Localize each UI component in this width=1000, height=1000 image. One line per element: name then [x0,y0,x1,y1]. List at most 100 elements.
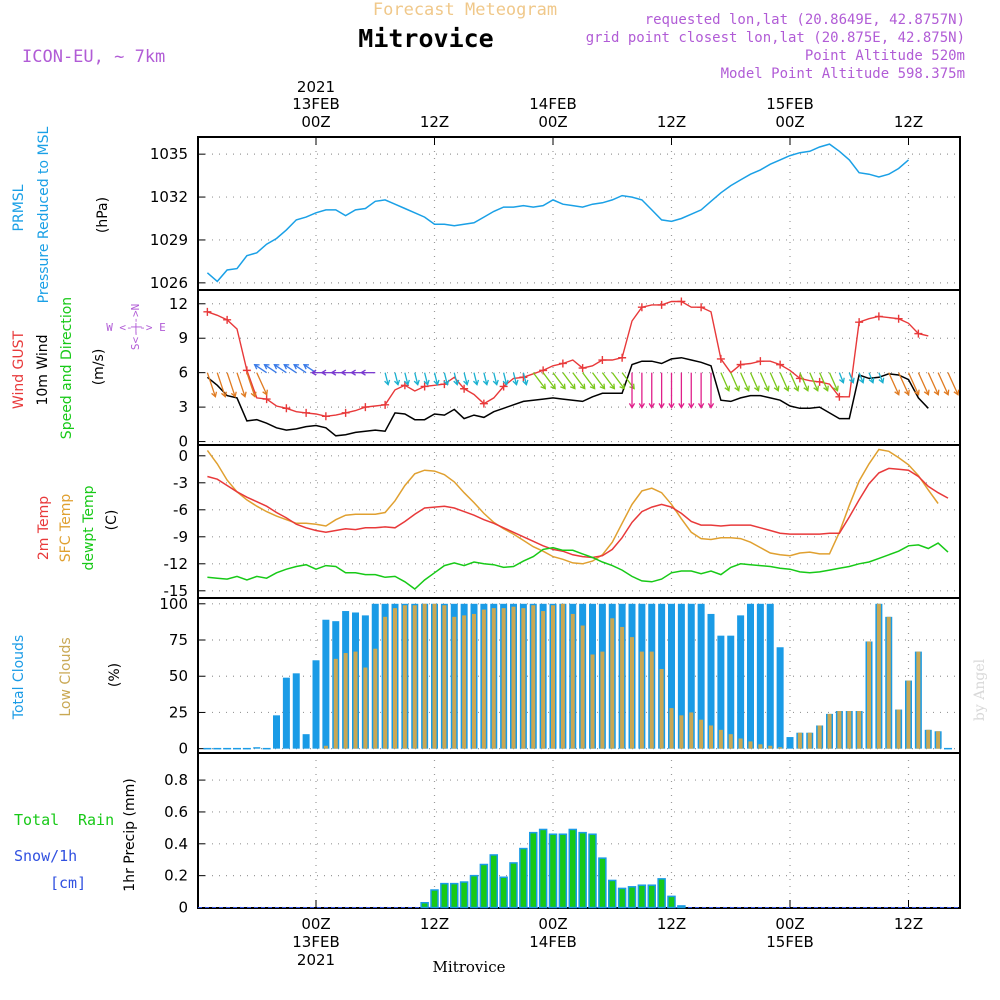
temperature-ytick-label: -15 [164,582,189,600]
low-cloud-bar [807,732,812,749]
wind-arrow-head [648,403,655,409]
wind-arrow [917,372,929,395]
wind-arrow-head [330,369,337,376]
wind-arrow-head [403,379,410,386]
low-cloud-bar [333,658,338,749]
low-cloud-bar [768,745,773,749]
bottom-axis-time: 00Z [538,915,567,933]
wind-arrow [433,372,439,385]
low-cloud-bar [373,648,378,749]
gust-marker [657,300,666,309]
gust-marker [262,395,271,404]
total-cloud-bar [273,715,280,749]
wind-arrow [927,372,939,395]
wind-panel: 0 3 6 9 12 [169,289,961,451]
wind-arrow [848,372,854,383]
temp-unit: (C) [104,510,120,531]
total-cloud-bar [302,734,310,749]
wind-arrow [789,372,799,391]
top-axis-year: 2021 [297,78,335,96]
gust-marker [894,314,903,323]
low-cloud-bar [639,651,644,749]
low-cloud-bar [481,609,486,749]
low-cloud-bar [402,605,407,749]
low-cloud-bar [847,710,852,749]
wind-arrow [779,372,789,391]
wind-ytick-label: 12 [169,295,188,313]
total-cloud-bar [776,647,784,749]
precip-bar [667,895,676,909]
wind-arrow [264,364,277,374]
pressure-panel: 1026 1029 1032 1035 [150,136,961,292]
wind-arrow [453,372,458,385]
low-cloud-bar [393,608,397,749]
gust-marker [815,377,824,386]
low-cloud-bar [452,616,457,749]
gust-marker [361,403,370,412]
model-label: ICON-EU, ~ 7km [22,47,165,67]
low-cloud-bar [580,625,585,749]
wind-arrow-head [894,389,900,396]
compass-sn: S<-|->N [129,304,142,350]
precip-bar [479,863,489,909]
wind-arrow [591,372,606,390]
low-cloud-bar [353,651,358,749]
low-cloud-bar [600,651,605,749]
low-cloud-bar [521,608,526,749]
gust-marker [855,318,864,327]
wind-arrow-head [628,403,636,409]
footer-location: Mitrovice [433,958,506,976]
low-cloud-bar [442,605,447,749]
low-cloud-bar [432,603,437,749]
wind-speed-line [206,356,929,437]
low-cloud-bar [867,641,871,749]
compass-we: W <-|-> E [106,321,166,334]
wind-ylabel: Wind GUST 10m Wind Speed and Direction (… [11,297,166,439]
wind-arrow [749,372,760,391]
wind-arrow-head [734,385,741,392]
bottom-axis-date: 14FEB [529,933,576,951]
wind-arrow [493,372,498,385]
low-cloud-bar [590,654,595,749]
wind-arrow [473,372,478,385]
low-cloud-bar [649,651,654,749]
gust-marker [203,307,212,316]
wind-arrow-head [482,379,489,386]
temp-ylabel: 2m Temp SFC Temp dewpt Temp (C) [36,485,120,570]
wind-arrow [463,372,468,385]
gust-marker [302,408,311,417]
total-cloud-bar [727,635,735,749]
wind-arrow-head [688,403,695,409]
low-cloud-bar [709,725,713,749]
wind-arrow [246,372,256,397]
low-cloud-bar [412,605,417,749]
total-cloud-bar [282,677,290,749]
wind-arrow-head [340,369,347,376]
total-cloud-bar [697,603,705,749]
wind-arrow-head [302,363,310,370]
low-cloud-bar [343,653,348,749]
wind-ytick-label: 9 [178,329,188,347]
pressure-ytick-label: 1035 [150,145,188,163]
wind-arrow-head [589,383,596,390]
top-axis-time: 12Z [657,113,686,131]
wind-arrow-head [569,383,576,390]
gust-marker [914,329,923,338]
wind-arrow [256,372,268,395]
wind-ytick-label: 6 [178,364,188,382]
wind-arrow-head [413,379,420,386]
wind-arrow-head [453,379,460,386]
low-cloud-bar [570,613,575,749]
wind-arrow-head [394,379,401,386]
wind-arrow-head [904,389,910,396]
wind-arrow-head [384,379,391,386]
wind-arrow-head [783,385,790,392]
low-cloud-bar [560,603,565,749]
top-axis-date: 13FEB [292,95,339,113]
gust-marker [598,356,607,365]
bottom-axis-time: 12Z [894,915,923,933]
wind-arrow-head [638,403,646,409]
gust-marker [223,315,232,324]
temperature-ytick-label: -12 [164,555,189,573]
